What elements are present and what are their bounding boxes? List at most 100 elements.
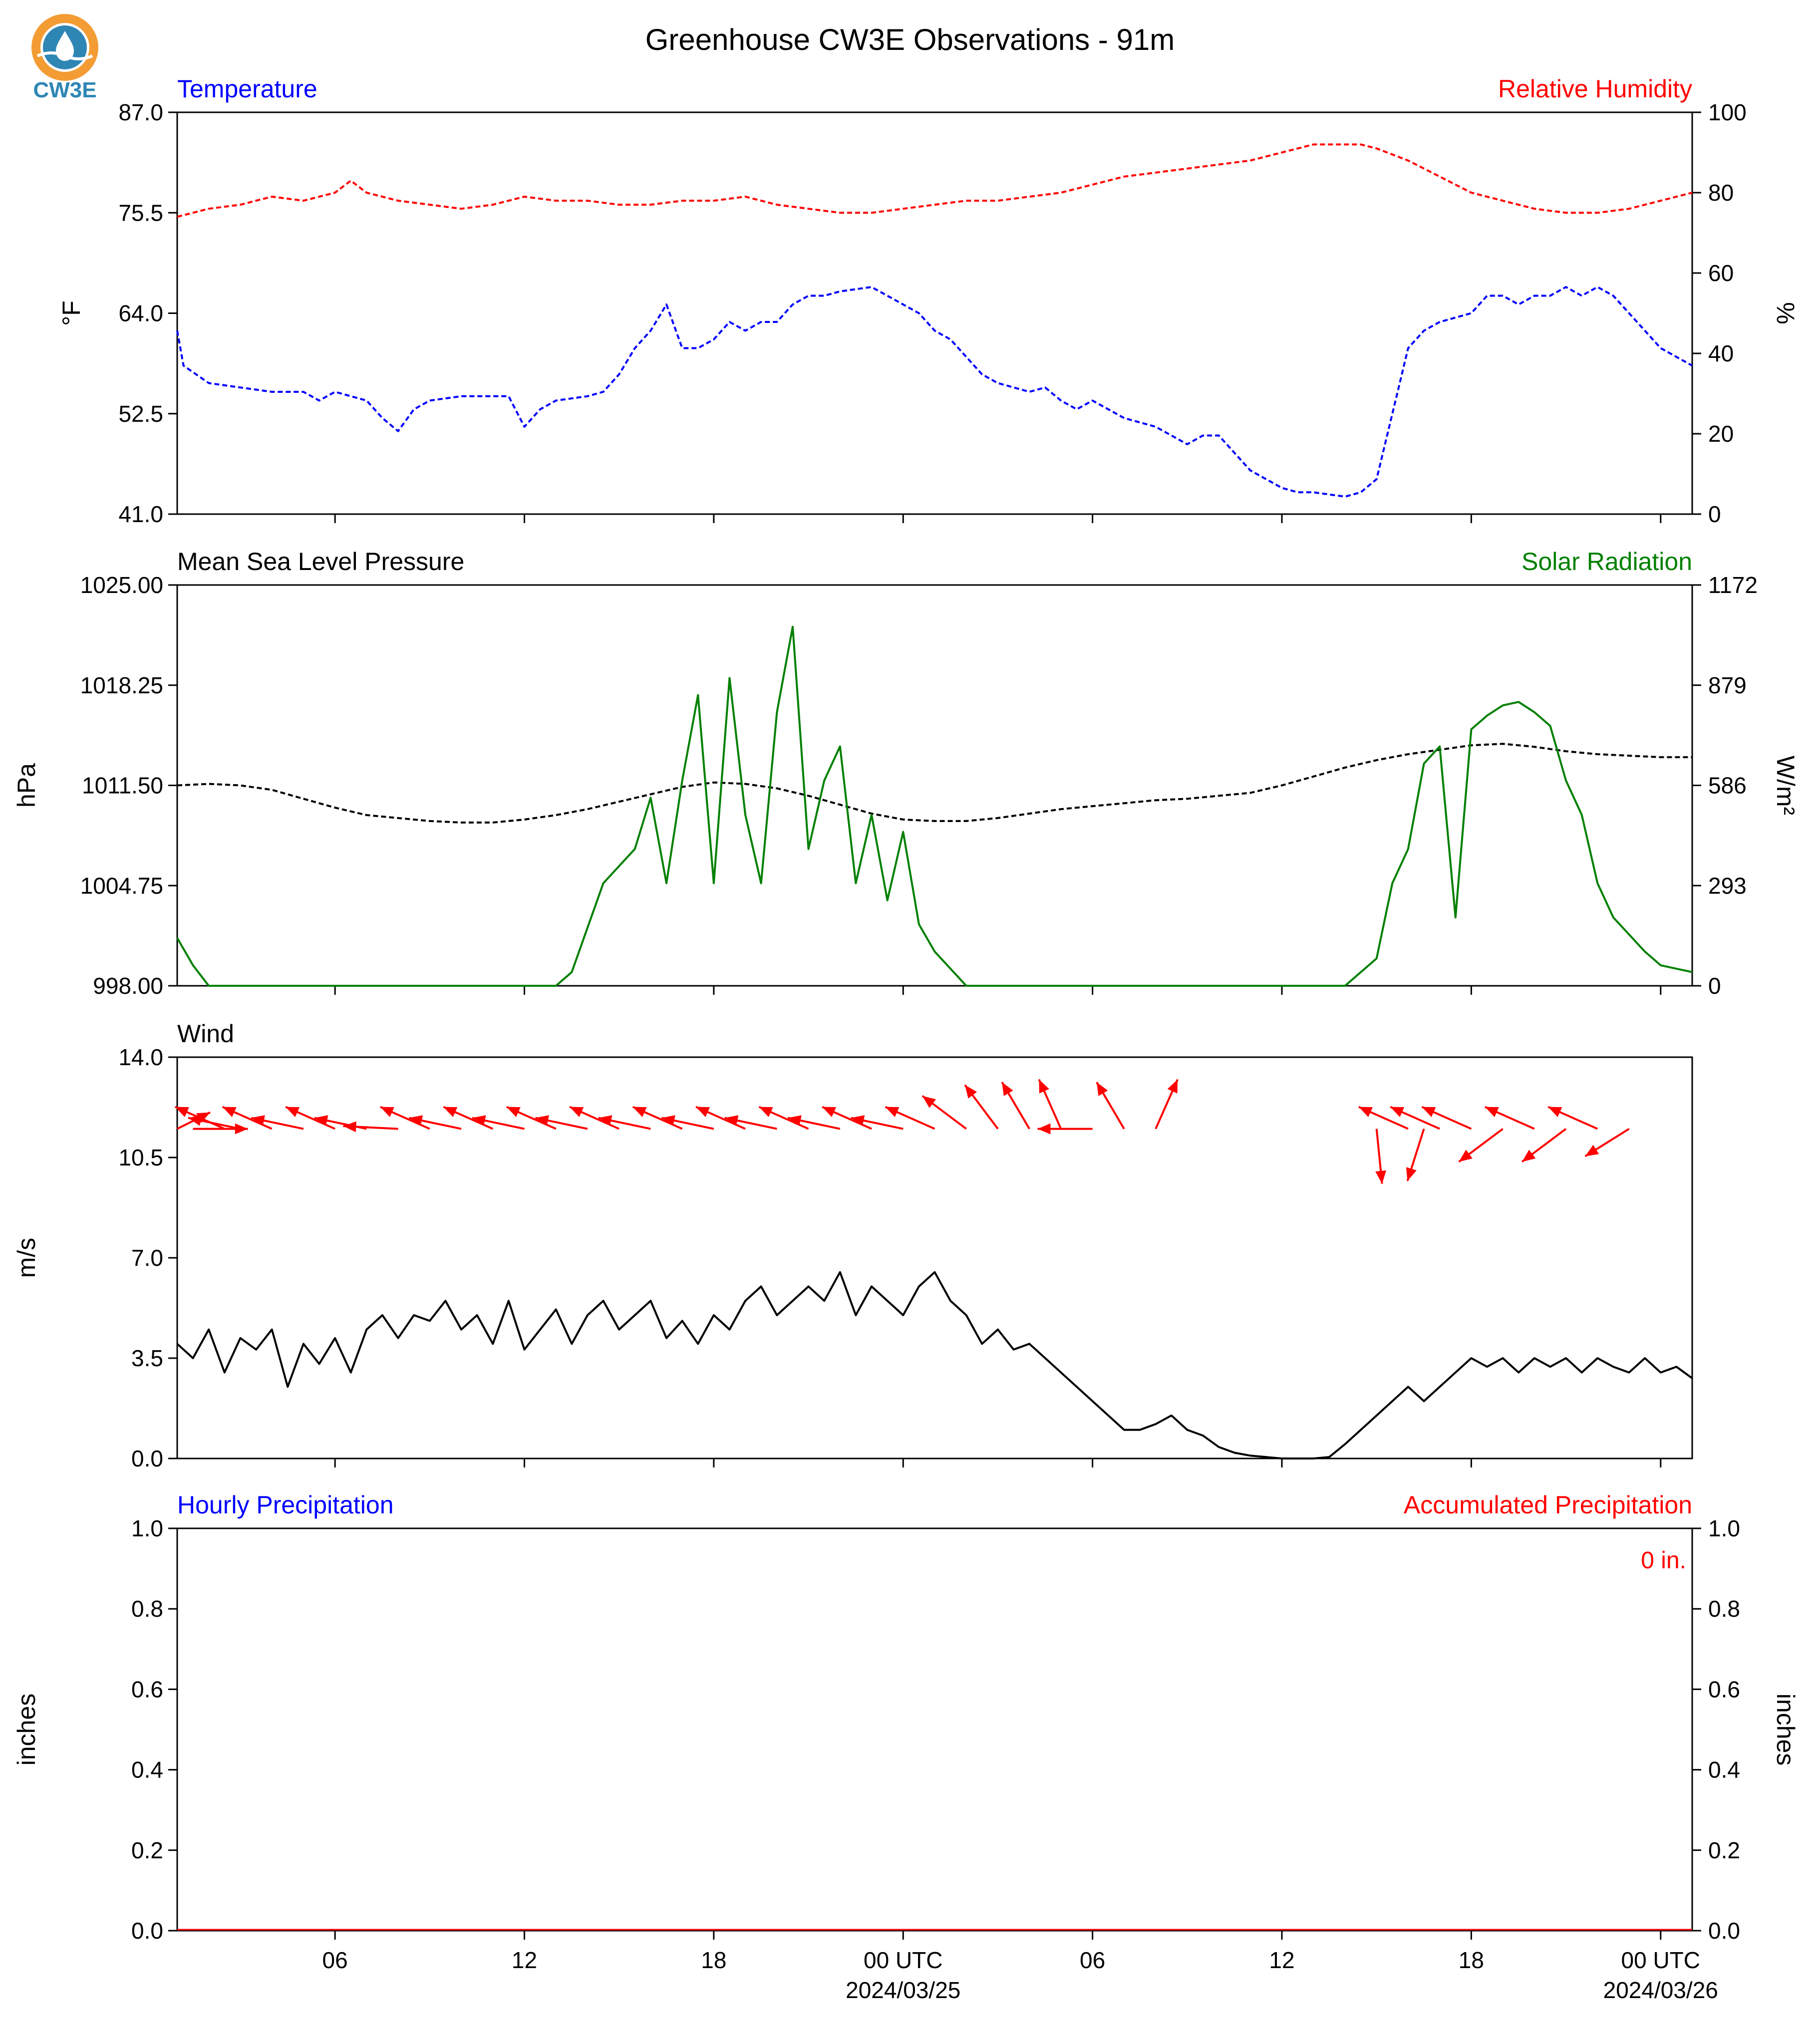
y-tick-label: 1.0 xyxy=(131,1515,163,1541)
wind-arrow-head xyxy=(1522,1150,1536,1162)
wind-arrow xyxy=(535,1115,588,1130)
wind-arrow-head xyxy=(1358,1107,1373,1118)
wind-arrow-head xyxy=(661,1115,675,1126)
y-tick-label: 0.2 xyxy=(131,1837,163,1863)
y-tick-label: 52.5 xyxy=(118,401,163,427)
y-tick-label: 87.0 xyxy=(118,99,163,125)
wind-arrow-head xyxy=(570,1107,584,1118)
wind-arrow-head xyxy=(851,1115,865,1126)
chart-panels: 41.0 52.5 64.0 75.5 87.0 0 20 40 60 80 100 °F % Tempe… xyxy=(12,75,1800,1944)
y-axis-label: m/s xyxy=(12,1238,40,1278)
wind-arrow xyxy=(1521,1128,1567,1163)
wind-arrow xyxy=(822,1106,872,1130)
logo-ring-icon xyxy=(31,14,98,81)
x-tick-label: 18 xyxy=(701,1947,726,1973)
wind-arrow-head xyxy=(822,1107,837,1118)
wind-arrow-head xyxy=(922,1096,936,1108)
wind-arrow-head xyxy=(1390,1107,1405,1118)
wind-arrow xyxy=(921,1095,967,1130)
y-axis-label: inches xyxy=(12,1694,40,1766)
wind-arrow xyxy=(1547,1106,1598,1130)
y2-tick-label: 0 xyxy=(1708,973,1721,999)
panel-left-title: Wind xyxy=(177,1020,234,1048)
y2-tick-label: 586 xyxy=(1708,773,1747,799)
figure-title: Greenhouse CW3E Observations - 91m xyxy=(645,23,1175,56)
y2-tick-label: 0.4 xyxy=(1708,1757,1740,1783)
wind-arrow-head xyxy=(286,1107,300,1118)
wind-arrow-head xyxy=(175,1107,189,1118)
wind-arrow xyxy=(1458,1128,1504,1163)
wind-arrow-head xyxy=(1002,1082,1013,1096)
y-axis-label: hPa xyxy=(12,763,40,808)
wind-arrow-head xyxy=(380,1107,394,1118)
wind-arrow xyxy=(1485,1106,1535,1130)
y2-tick-label: 1.0 xyxy=(1708,1515,1740,1541)
wind-arrow-head xyxy=(1037,1123,1051,1135)
wind-arrow xyxy=(758,1106,809,1130)
panel-precipitation: 0.0 0.2 0.4 0.6 0.8 1.0 0.0 0.2 0.4 0.6 0.8 1.0 inch… xyxy=(12,1491,1800,1944)
y2-axis-label: % xyxy=(1772,302,1800,324)
y2-axis-label: W/m² xyxy=(1772,756,1800,815)
y-tick-label: 64.0 xyxy=(118,300,163,326)
y2-tick-label: 293 xyxy=(1708,872,1747,898)
x-tick-label: 06 xyxy=(322,1947,348,1973)
y2-tick-label: 60 xyxy=(1708,260,1734,286)
y2-tick-label: 80 xyxy=(1708,180,1734,206)
y-axis-label: °F xyxy=(57,300,85,326)
wind-arrow xyxy=(851,1115,904,1130)
wind-arrow xyxy=(251,1115,304,1130)
wind-arrow xyxy=(443,1106,494,1130)
x-date-label: 2024/03/26 xyxy=(1603,1977,1718,2003)
wind-arrow xyxy=(380,1106,430,1130)
y2-tick-label: 0.8 xyxy=(1708,1596,1740,1622)
wind-arrow-head xyxy=(1167,1079,1178,1094)
panel-temperature-humidity: 41.0 52.5 64.0 75.5 87.0 0 20 40 60 80 100 °F % Tempe… xyxy=(57,75,1800,527)
x-tick-label: 12 xyxy=(512,1947,537,1973)
wind-arrow xyxy=(1096,1082,1125,1130)
series-line-temperature xyxy=(176,286,1693,498)
wind-arrow-head xyxy=(1548,1107,1562,1118)
wind-arrow-head xyxy=(696,1107,710,1118)
y-tick-label: 998.00 xyxy=(93,973,163,999)
y-tick-label: 0.4 xyxy=(131,1757,163,1783)
wind-arrow xyxy=(188,1115,241,1130)
wind-arrow xyxy=(885,1106,935,1130)
panel-left-title: Mean Sea Level Pressure xyxy=(177,548,464,576)
y2-tick-label: 100 xyxy=(1708,99,1747,125)
y2-axis-label: inches xyxy=(1772,1694,1800,1766)
wind-arrow-head xyxy=(1585,1145,1599,1157)
y-tick-label: 0.6 xyxy=(131,1676,163,1702)
wind-arrow-head xyxy=(1459,1150,1473,1162)
y-tick-label: 41.0 xyxy=(118,501,163,527)
wind-arrow xyxy=(598,1115,651,1130)
y2-tick-label: 879 xyxy=(1708,672,1747,698)
wind-arrow-head xyxy=(343,1121,356,1133)
wind-arrow xyxy=(787,1115,841,1130)
wind-arrow-head xyxy=(1422,1107,1436,1118)
y2-tick-label: 0.0 xyxy=(1708,1918,1740,1944)
y-tick-label: 0.0 xyxy=(131,1918,163,1944)
y-tick-label: 10.5 xyxy=(118,1145,163,1170)
wind-arrow-head xyxy=(885,1107,900,1118)
wind-arrow xyxy=(569,1106,620,1130)
x-tick-label: 06 xyxy=(1080,1947,1105,1973)
wind-arrow-head xyxy=(964,1085,977,1099)
wind-arrow xyxy=(222,1106,273,1130)
wind-arrow-head xyxy=(788,1115,802,1126)
plot-frame xyxy=(176,1527,1693,1932)
wind-arrow-head xyxy=(196,1112,210,1123)
y-tick-label: 1018.25 xyxy=(80,672,163,698)
wind-arrow-head xyxy=(759,1107,773,1118)
y2-tick-label: 40 xyxy=(1708,340,1734,366)
wind-arrow-head xyxy=(535,1115,549,1126)
wind-arrow-head xyxy=(222,1107,237,1118)
wind-arrow xyxy=(1584,1128,1630,1158)
x-tick-label: 12 xyxy=(1269,1947,1294,1973)
wind-arrow xyxy=(285,1106,335,1130)
wind-arrow-head xyxy=(1406,1167,1417,1181)
y-tick-label: 1011.50 xyxy=(82,773,163,799)
y-tick-label: 0.8 xyxy=(131,1596,163,1622)
wind-arrow-head xyxy=(409,1115,423,1126)
wind-arrow xyxy=(409,1115,462,1130)
